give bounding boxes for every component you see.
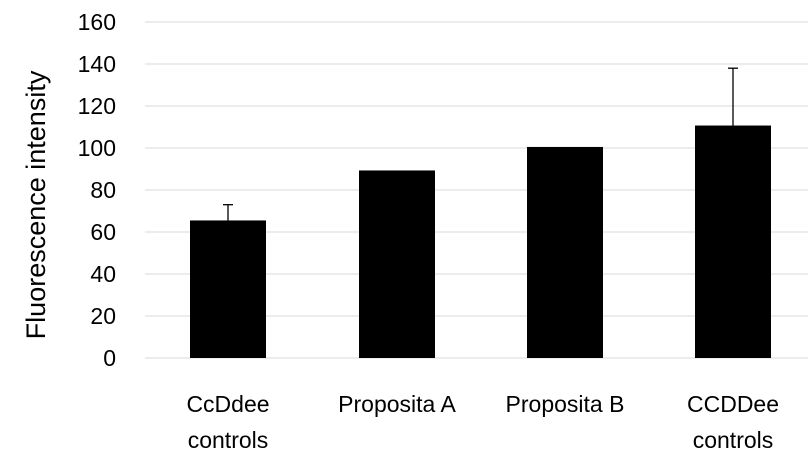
- x-category-label-2-line-0: Proposita B: [506, 391, 625, 417]
- bar-1: [359, 170, 435, 358]
- y-tick-label-80: 80: [90, 177, 116, 203]
- y-tick-label-100: 100: [78, 135, 116, 161]
- x-category-label-0-line-0: CcDdee: [186, 391, 269, 417]
- y-tick-label-20: 20: [90, 303, 116, 329]
- x-category-label-1-line-0: Proposita A: [338, 391, 456, 417]
- error-bar-3: [728, 67, 738, 126]
- bar-3: [695, 125, 771, 358]
- y-tick-label-40: 40: [90, 261, 116, 287]
- x-axis-categories: CcDdee controls Proposita A Proposita B CCDD…: [186, 391, 779, 453]
- bar-0: [190, 220, 266, 358]
- y-tick-label-120: 120: [78, 93, 116, 119]
- x-category-label-0-line-1: controls: [188, 427, 269, 453]
- bars: [190, 125, 771, 358]
- x-category-label-3-line-1: controls: [693, 427, 774, 453]
- y-tick-label-0: 0: [103, 345, 116, 371]
- x-category-label-3-line-0: CCDDee: [687, 391, 779, 417]
- error-bar-0: [223, 204, 233, 221]
- bar-2: [527, 146, 603, 358]
- y-tick-label-60: 60: [90, 219, 116, 245]
- y-axis-title: Fluorescence intensity: [21, 70, 51, 339]
- y-axis-ticks: 0 20 40 60 80 100 120 140 160: [78, 9, 116, 371]
- y-tick-label-140: 140: [78, 51, 116, 77]
- y-tick-label-160: 160: [78, 9, 116, 35]
- error-bars: [223, 67, 738, 221]
